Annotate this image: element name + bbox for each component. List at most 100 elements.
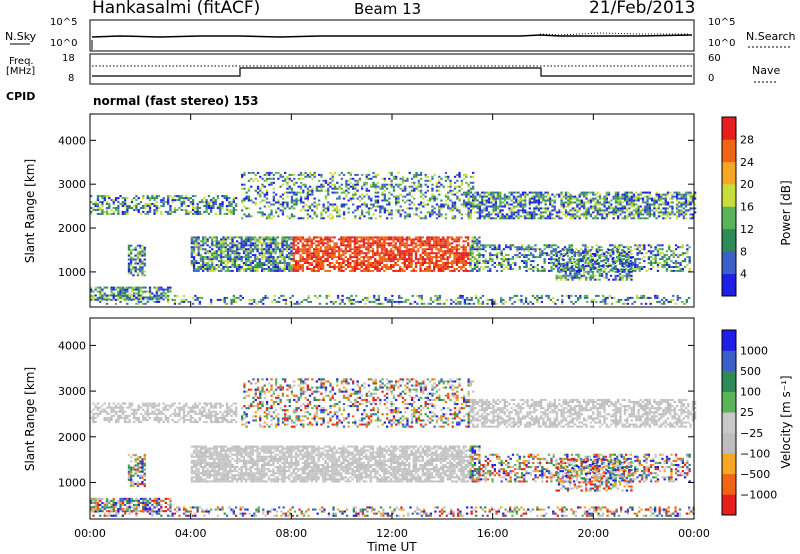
heatmap-cell: [573, 255, 576, 257]
heatmap-cell: [677, 246, 680, 249]
heatmap-cell: [130, 268, 133, 271]
heatmap-cell: [494, 213, 497, 216]
heatmap-cell: [530, 215, 534, 218]
heatmap-cell: [507, 258, 510, 261]
heatmap-cell: [574, 195, 577, 198]
heatmap-cell: [204, 250, 207, 253]
heatmap-cell: [342, 191, 346, 194]
heatmap-cell: [612, 197, 615, 200]
heatmap-cell: [222, 252, 225, 255]
heatmap-cell: [682, 193, 685, 196]
heatmap-cell: [628, 191, 631, 194]
heatmap-cell: [530, 201, 534, 204]
heatmap-cell: [365, 187, 368, 190]
heatmap-cell: [245, 244, 248, 247]
heatmap-cell: [311, 203, 314, 206]
heatmap-cell: [197, 242, 200, 245]
heatmap-cell: [352, 203, 355, 206]
heatmap-cell: [143, 250, 146, 253]
heatmap-cell: [644, 205, 647, 208]
heatmap-cell: [236, 258, 239, 261]
heatmap-cell: [476, 205, 479, 208]
heatmap-cell: [260, 236, 264, 239]
cpid-label: CPID: [6, 90, 36, 103]
heatmap-cell: [448, 252, 452, 255]
heatmap-cell: [360, 260, 363, 263]
heatmap-cell: [340, 240, 343, 243]
heatmap-cell: [132, 248, 135, 251]
heatmap-cell: [94, 203, 97, 205]
heatmap-cell: [451, 248, 454, 251]
heatmap-cell: [327, 207, 330, 210]
heatmap-cell: [211, 268, 214, 270]
heatmap-cell: [349, 244, 352, 247]
heatmap-cell: [682, 201, 685, 204]
heatmap-cell: [467, 213, 470, 216]
heatmap-cell: [258, 240, 261, 243]
heatmap-cell: [453, 203, 457, 206]
heatmap-cell: [571, 197, 574, 200]
heatmap-cell: [467, 262, 470, 264]
heatmap-cell: [499, 191, 502, 194]
heatmap-cell: [202, 260, 205, 263]
heatmap-cell: [383, 185, 386, 188]
heatmap-cell: [663, 254, 666, 257]
heatmap-cell: [265, 236, 268, 239]
heatmap-cell: [660, 197, 663, 200]
heatmap-cell: [370, 185, 373, 188]
heatmap-cell: [320, 187, 323, 190]
heatmap-cell: [363, 195, 366, 198]
heatmap-cell: [254, 238, 257, 241]
heatmap-cell: [528, 211, 531, 214]
heatmap-cell: [182, 209, 186, 211]
heatmap-cell: [502, 264, 505, 266]
heatmap-cell: [598, 211, 602, 214]
heatmap-cell: [591, 260, 594, 263]
heatmap-cell: [213, 250, 216, 253]
heatmap-cell: [134, 262, 137, 265]
heatmap-cell: [635, 203, 638, 206]
heatmap-cell: [258, 252, 261, 255]
heatmap-cell: [367, 242, 370, 245]
heatmap-cell: [589, 255, 592, 257]
heatmap-cell: [303, 262, 307, 264]
heatmap-cell: [269, 242, 273, 245]
heatmap-cell: [669, 197, 672, 200]
heatmap-cell: [650, 264, 653, 266]
heatmap-cell: [444, 252, 447, 255]
heatmap-cell: [435, 256, 438, 259]
heatmap-cell: [127, 266, 131, 269]
heatmap-cell: [197, 262, 200, 264]
heatmap-cell: [320, 175, 323, 178]
heatmap-cell: [198, 212, 201, 215]
heatmap-cell: [403, 258, 406, 261]
heatmap-cell: [112, 288, 115, 291]
heatmap-cell: [308, 268, 311, 270]
heatmap-cell: [483, 217, 486, 220]
heatmap-cell: [299, 181, 303, 184]
heatmap-cell: [654, 256, 657, 259]
heatmap-cell: [242, 262, 246, 264]
heatmap-cell: [265, 173, 269, 176]
heatmap-cell: [426, 211, 429, 214]
heatmap-cell: [438, 185, 441, 188]
heatmap-cell: [603, 255, 606, 257]
heatmap-cell: [417, 189, 420, 192]
heatmap-cell: [681, 244, 684, 247]
heatmap-cell: [453, 262, 456, 264]
heatmap-cell: [178, 195, 181, 198]
heatmap-cell: [293, 207, 296, 210]
heatmap-cell: [589, 213, 593, 216]
heatmap-cell: [290, 244, 293, 247]
heatmap-cell: [211, 236, 214, 239]
heatmap-cell: [327, 193, 330, 196]
heatmap-cell: [569, 251, 572, 254]
heatmap-cell: [414, 246, 418, 249]
heatmap-cell: [381, 187, 384, 190]
heatmap-cell: [228, 210, 231, 213]
heatmap-cell: [260, 252, 264, 255]
heatmap-cell: [438, 175, 441, 178]
heatmap-cell: [353, 264, 356, 266]
heatmap-cell: [299, 195, 303, 198]
heatmap-cell: [442, 244, 445, 247]
